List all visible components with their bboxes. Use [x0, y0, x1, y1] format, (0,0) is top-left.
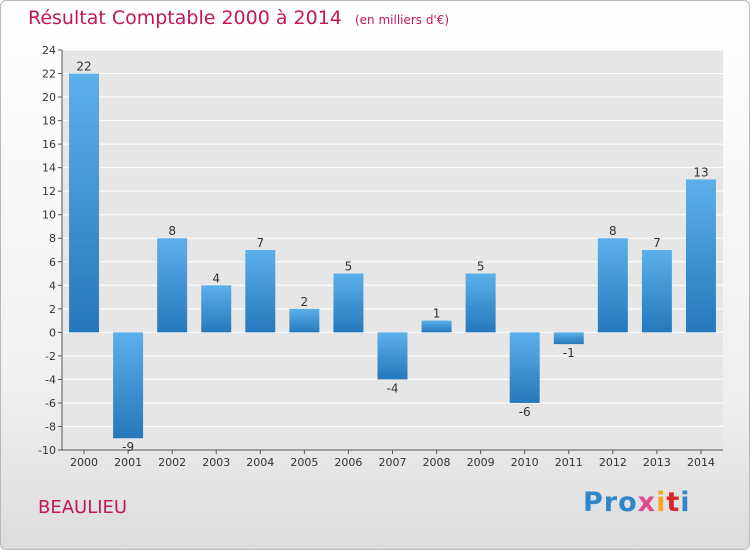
bar-2011 — [553, 332, 584, 345]
x-tick-label: 2013 — [643, 456, 671, 469]
y-tick-label: 6 — [49, 256, 56, 269]
y-tick-label: 20 — [42, 91, 56, 104]
data-label: 7 — [653, 236, 661, 250]
commune-name: BEAULIEU — [38, 497, 128, 518]
bar-2006 — [333, 273, 364, 333]
x-tick-label: 2007 — [379, 456, 407, 469]
x-tick-label: 2006 — [334, 456, 362, 469]
y-tick-label: -8 — [45, 420, 56, 433]
bar-2001 — [113, 332, 144, 439]
x-tick-label: 2010 — [511, 456, 539, 469]
bar-2008 — [421, 320, 452, 333]
y-tick-label: 8 — [49, 232, 56, 245]
title-text: Résultat Comptable 2000 à 2014 — [28, 7, 342, 29]
bar-2004 — [245, 250, 276, 333]
data-label: 7 — [256, 236, 264, 250]
x-tick-label: 2008 — [423, 456, 451, 469]
bar-2012 — [597, 238, 628, 333]
y-tick-label: 18 — [42, 115, 56, 128]
y-tick-label: -10 — [38, 444, 56, 457]
x-tick-label: 2000 — [70, 456, 98, 469]
y-tick-label: 24 — [42, 44, 56, 57]
bar-2014 — [685, 179, 716, 333]
x-tick-label: 2005 — [290, 456, 318, 469]
bar-2010 — [509, 332, 540, 403]
y-tick-label: 12 — [42, 185, 56, 198]
bar-2009 — [465, 273, 496, 333]
data-label: -6 — [519, 405, 531, 419]
data-label: -1 — [563, 346, 575, 360]
x-tick-label: 2001 — [114, 456, 142, 469]
y-tick-label: 2 — [49, 303, 56, 316]
bar-2003 — [201, 285, 232, 333]
bar-2002 — [157, 238, 188, 333]
bar-2000 — [69, 73, 100, 333]
x-tick-label: 2002 — [158, 456, 186, 469]
bar-2013 — [641, 250, 672, 333]
data-label: -4 — [387, 381, 399, 395]
data-label: 22 — [76, 60, 91, 74]
logo-part: i — [680, 487, 691, 518]
data-label: 8 — [609, 224, 617, 238]
y-tick-label: 16 — [42, 138, 56, 151]
proxiti-logo: Proxiti — [583, 487, 691, 518]
y-tick-label: 10 — [42, 209, 56, 222]
bar-2007 — [377, 332, 408, 380]
data-label: 4 — [212, 271, 220, 285]
x-tick-label: 2009 — [467, 456, 495, 469]
logo-part: i — [656, 487, 667, 518]
data-label: 5 — [477, 260, 485, 274]
bar-2005 — [289, 308, 320, 333]
x-tick-label: 2014 — [687, 456, 715, 469]
x-tick-label: 2011 — [555, 456, 583, 469]
x-tick-label: 2003 — [202, 456, 230, 469]
y-tick-label: -4 — [45, 373, 56, 386]
y-tick-label: 0 — [49, 326, 56, 339]
chart-title: Résultat Comptable 2000 à 2014 (en milli… — [28, 7, 449, 29]
data-label: 1 — [433, 307, 441, 321]
data-label: 8 — [168, 224, 176, 238]
y-tick-label: 4 — [49, 279, 56, 292]
y-tick-label: 22 — [42, 68, 56, 81]
logo-part: Pro — [583, 487, 638, 518]
data-label: 13 — [693, 165, 708, 179]
data-label: 5 — [345, 260, 353, 274]
x-tick-label: 2012 — [599, 456, 627, 469]
y-tick-label: -6 — [45, 397, 56, 410]
logo-part: x — [637, 487, 657, 518]
y-tick-label: 14 — [42, 162, 56, 175]
logo-part: t — [666, 487, 681, 518]
y-tick-label: -2 — [45, 350, 56, 363]
data-label: -9 — [122, 440, 134, 454]
x-tick-label: 2004 — [246, 456, 274, 469]
data-label: 2 — [301, 295, 309, 309]
unit-text: (en milliers d'€) — [354, 13, 450, 27]
